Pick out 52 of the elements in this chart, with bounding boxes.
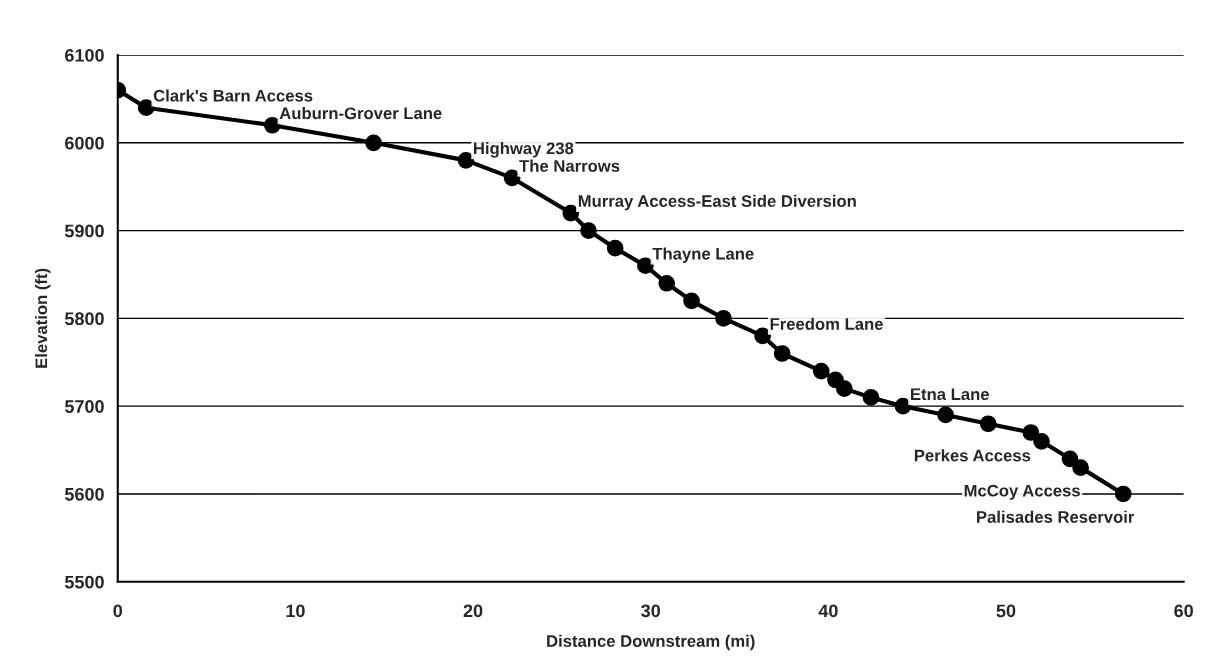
x-tick-label: 50: [996, 604, 1016, 618]
annotation: Auburn-Grover Lane: [279, 106, 442, 120]
annotation: Murray Access-East Side Diversion: [578, 194, 856, 211]
point: [1022, 424, 1040, 441]
point: [1072, 459, 1089, 476]
annotation: Thayne Lane: [652, 247, 754, 263]
point: [773, 345, 791, 362]
point: [1114, 485, 1132, 503]
annotation: The Narrows: [519, 159, 620, 172]
y-tick-label: 6000: [65, 136, 104, 150]
y-tick-label: 5700: [64, 400, 104, 413]
annotation: Freedom Lane: [770, 317, 883, 330]
annotation: Palisades Reservoir: [977, 510, 1135, 523]
annotation: Perkes Access: [914, 449, 1031, 462]
point: [580, 222, 597, 239]
point: [637, 257, 654, 275]
annotation: Clark's Barn Access: [153, 89, 313, 102]
y-tick-label: 6100: [65, 48, 104, 62]
point: [836, 380, 853, 397]
y-axis-title: Elevation (ft): [34, 268, 51, 368]
point: [754, 327, 771, 345]
point: [658, 274, 676, 292]
point: [365, 134, 382, 152]
y-tick-label: 5800: [64, 312, 104, 326]
point: [137, 99, 155, 117]
x-tick-label: 0: [113, 604, 123, 618]
point: [606, 239, 624, 257]
y-tick-label: 5900: [64, 224, 104, 238]
point: [937, 406, 954, 424]
point: [862, 389, 880, 406]
annotation: McCoy Access: [964, 484, 1080, 500]
point: [1061, 450, 1079, 468]
point: [503, 169, 521, 187]
y-tick-label: 5500: [64, 575, 104, 589]
point: [457, 152, 475, 169]
x-tick-label: 10: [286, 604, 305, 618]
point: [683, 292, 700, 310]
x-tick-label: 40: [818, 604, 838, 618]
annotation: Highway 238: [474, 141, 574, 158]
point: [812, 362, 830, 380]
point: [562, 204, 580, 222]
x-tick-label: 30: [641, 604, 661, 618]
x-axis-title: Distance Downstream (mi): [547, 634, 755, 651]
point: [894, 397, 912, 415]
x-tick-label: 60: [1174, 604, 1193, 618]
point: [715, 310, 732, 327]
y-tick-label: 5600: [64, 487, 104, 501]
point: [1033, 432, 1050, 450]
point: [263, 116, 281, 134]
x-tick-label: 20: [463, 604, 483, 618]
point: [979, 415, 997, 433]
annotation: Etna Lane: [911, 388, 989, 401]
